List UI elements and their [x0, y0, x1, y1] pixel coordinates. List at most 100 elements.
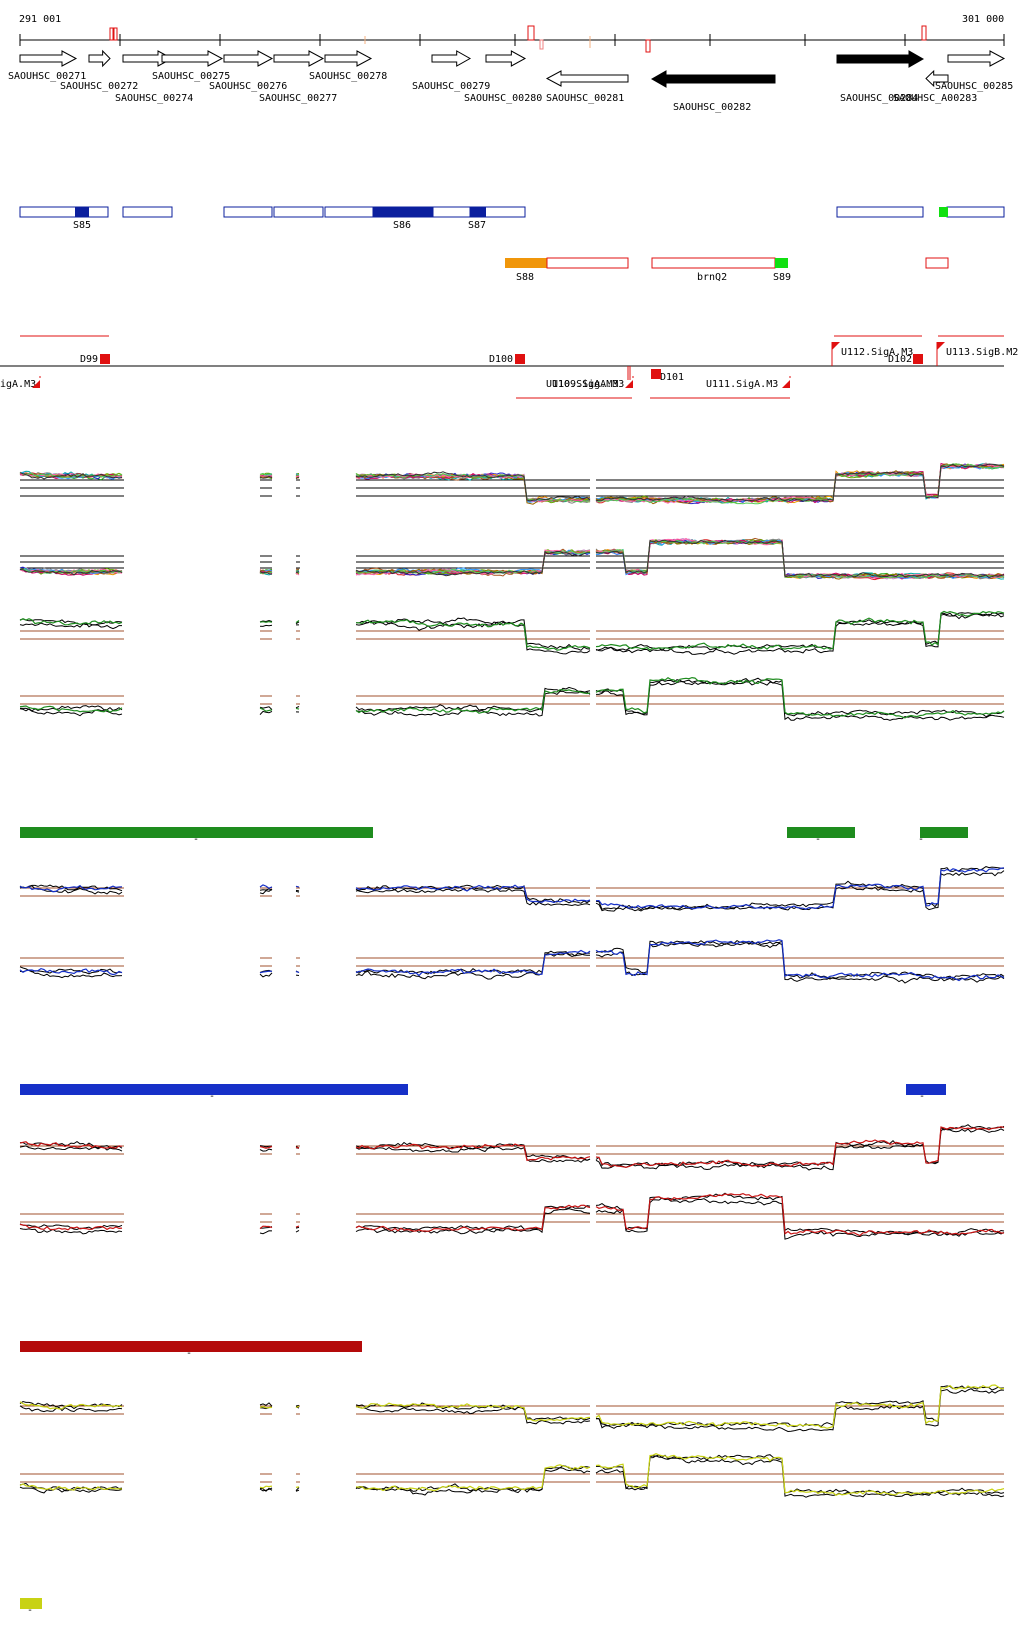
feature-flag [937, 342, 945, 350]
ruler-mark [109, 27, 114, 41]
gene-label-00276[interactable]: SAOUHSC_00276 [209, 81, 287, 92]
segment-box-red [651, 257, 776, 269]
condition-bars: - - - - - - - [20, 827, 968, 1616]
ruler-red-marks [109, 25, 927, 53]
condition-bar [20, 1341, 362, 1352]
condition-bar [920, 827, 968, 838]
condition-bar [787, 827, 855, 838]
gene-label-00284[interactable]: SAOUHSC_00284 [840, 93, 918, 104]
expression-line [19, 613, 1005, 655]
gene-arrow [925, 69, 949, 88]
legend-mark-red-1: - [186, 1348, 192, 1359]
ruler-mark [113, 27, 118, 41]
expression-line [19, 463, 1005, 504]
feature-label-d102[interactable]: D102 [888, 354, 912, 365]
ruler-end-label: 301 000 [962, 14, 1004, 25]
feature-label-u111[interactable]: U111.SigA.M3 [706, 379, 778, 390]
expression-line [19, 1192, 1004, 1237]
feature-label-u112[interactable]: U112.SigA.M3 [841, 347, 913, 358]
expression-line [19, 1453, 1005, 1497]
gene-arrow [485, 50, 527, 67]
coordinate-ruler: 291 001 301 000 [19, 14, 1005, 53]
ruler-ticks [19, 34, 1005, 46]
expression-line [19, 1127, 1005, 1171]
condition-bar [906, 1084, 946, 1095]
expression-line [19, 939, 1005, 982]
segment-box-red [925, 257, 949, 269]
condition-bar [20, 1598, 42, 1609]
condition-bar [20, 827, 373, 838]
segment-track: S85 S86 S87 S88 brnQ2 S89 [19, 206, 1005, 283]
gene-label-00278[interactable]: SAOUHSC_00278 [309, 71, 387, 82]
gene-label-00281[interactable]: SAOUHSC_00281 [546, 93, 624, 104]
feature-block [515, 354, 525, 364]
feature-label-u110[interactable]: U110.SigA.M3 [546, 379, 618, 390]
segment-label-s88: S88 [516, 272, 534, 283]
segment-label-s87: S87 [468, 220, 486, 231]
segment-fill-green [775, 258, 788, 268]
expression-line [19, 463, 1005, 505]
feature-label-d99[interactable]: D99 [80, 354, 98, 365]
gene-label-00272[interactable]: SAOUHSC_00272 [60, 81, 138, 92]
gene-arrow [836, 50, 925, 68]
gene-label-00285[interactable]: SAOUHSC_00285 [935, 81, 1013, 92]
ruler-mark [539, 39, 544, 50]
gene-label-00282[interactable]: SAOUHSC_00282 [673, 102, 751, 113]
expression-line [19, 463, 1005, 504]
feature-label-d101[interactable]: D101 [660, 372, 684, 383]
expression-line [19, 1126, 1005, 1169]
expression-line [19, 1197, 1005, 1240]
feature-label-u113[interactable]: U113.SigB.M2 [946, 347, 1018, 358]
gene-arrow [88, 49, 111, 68]
expression-line [19, 870, 1005, 912]
gene-arrow [19, 50, 78, 67]
gene-label-00271[interactable]: SAOUHSC_00271 [8, 71, 86, 82]
legend-mark-yellow-1: - [27, 1605, 33, 1616]
feature-block [100, 354, 110, 364]
expression-line [19, 1384, 1005, 1429]
expression-line [19, 866, 1005, 911]
gene-label-00277[interactable]: SAOUHSC_00277 [259, 93, 337, 104]
expression-line [19, 463, 1005, 505]
feature-label-siga-left[interactable]: igA.M3 [0, 379, 36, 390]
gene-label-00275[interactable]: SAOUHSC_00275 [152, 71, 230, 82]
legend-mark-blue-1: - [209, 1091, 215, 1102]
expression-line [19, 612, 1005, 652]
expression-line [19, 942, 1005, 984]
gene-arrow [545, 70, 629, 87]
expression-line [19, 537, 1005, 580]
gene-arrow [324, 50, 373, 67]
gene-label-a00283[interactable]: SAOUHSC_A00283 [893, 93, 977, 104]
feature-label-d100[interactable]: D100 [489, 354, 513, 365]
feature-track: D99 D100 U112.SigA.M3 D102 U113.SigB.M2 … [0, 335, 1018, 399]
expression-line [19, 463, 1005, 504]
gene-label-00280[interactable]: SAOUHSC_00280 [464, 93, 542, 104]
segment-box-blue [223, 206, 273, 218]
expression-line [19, 680, 1005, 721]
segment-box-blue [19, 206, 109, 218]
feature-flag [32, 380, 40, 388]
ruler-mark [645, 39, 651, 53]
expression-line [19, 676, 1005, 719]
expression-line [19, 1385, 1005, 1428]
feature-label-u109[interactable]: U109.SigA.M3 [552, 379, 624, 390]
feature-flag [782, 380, 790, 388]
expression-line [19, 463, 1005, 504]
legend-mark-green-1: - [193, 834, 199, 845]
segment-label-s89: S89 [773, 272, 791, 283]
expression-tracks [19, 462, 1005, 1498]
feature-block [913, 354, 923, 364]
segment-box-blue [432, 206, 471, 218]
gene-arrow [947, 50, 1006, 67]
expression-line [19, 1388, 1005, 1433]
ruler-mark [921, 25, 927, 41]
feature-flag [625, 380, 633, 388]
gene-arrow [161, 50, 224, 67]
gene-label-00279[interactable]: SAOUHSC_00279 [412, 81, 490, 92]
segment-box-blue [324, 206, 374, 218]
gene-label-00274[interactable]: SAOUHSC_00274 [115, 93, 193, 104]
segment-box-blue [836, 206, 924, 218]
gene-track: SAOUHSC_00271 SAOUHSC_00272 SAOUHSC_0027… [8, 49, 1013, 113]
segment-fill-green [939, 207, 948, 217]
